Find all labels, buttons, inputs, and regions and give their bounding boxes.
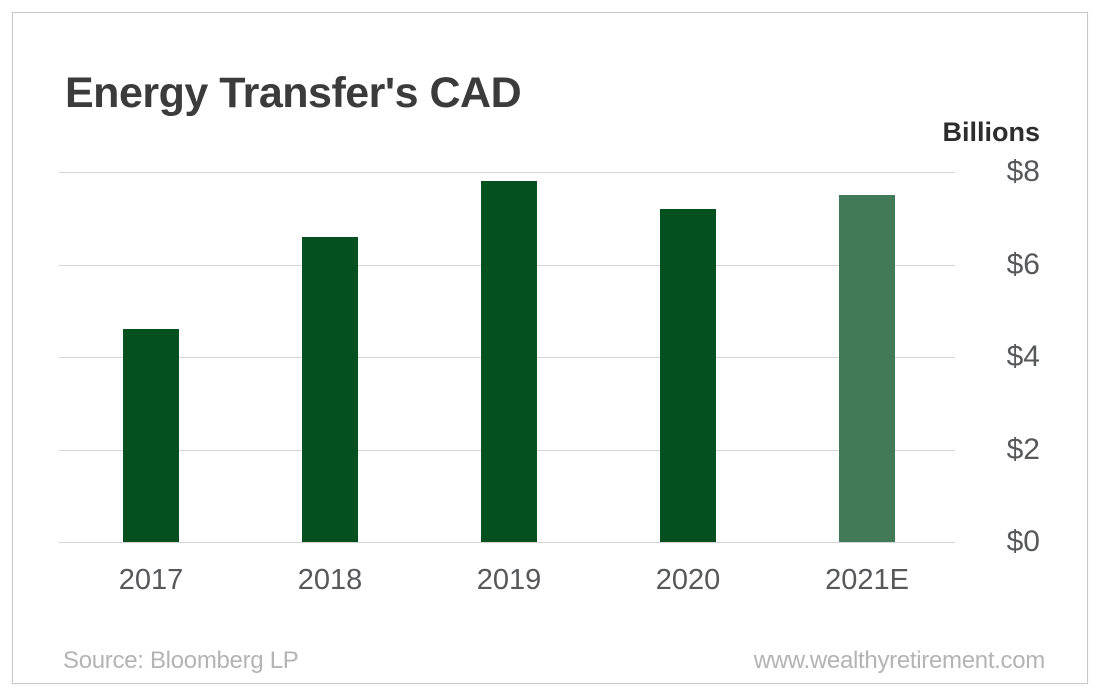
bar-2019 [481, 181, 537, 542]
bar-2021E [839, 195, 895, 542]
bar-2017 [123, 329, 179, 542]
chart-card: Energy Transfer's CAD Billions Source: B… [12, 12, 1088, 684]
x-tick-label-2020: 2020 [655, 564, 721, 596]
gridline-$8 [59, 172, 955, 173]
x-tick-label-2021E: 2021E [825, 564, 909, 596]
plot-area [59, 172, 955, 543]
x-tick-label-2018: 2018 [297, 564, 363, 596]
bar-2020 [660, 209, 716, 542]
y-tick-label-$8: $8 [1006, 155, 1040, 188]
source-attribution: Source: Bloomberg LP [63, 647, 299, 674]
y-axis-unit-label: Billions [942, 117, 1040, 147]
y-tick-label-$4: $4 [1006, 340, 1040, 373]
y-tick-label-$0: $0 [1006, 525, 1040, 558]
x-tick-label-2017: 2017 [118, 564, 184, 596]
website-url: www.wealthyretirement.com [753, 647, 1046, 674]
bar-2018 [302, 236, 358, 542]
y-tick-label-$2: $2 [1006, 432, 1040, 466]
gridline-$0 [59, 542, 955, 543]
chart-title: Energy Transfer's CAD [65, 69, 522, 117]
y-tick-label-$6: $6 [1006, 247, 1040, 281]
x-tick-label-2019: 2019 [476, 564, 542, 596]
